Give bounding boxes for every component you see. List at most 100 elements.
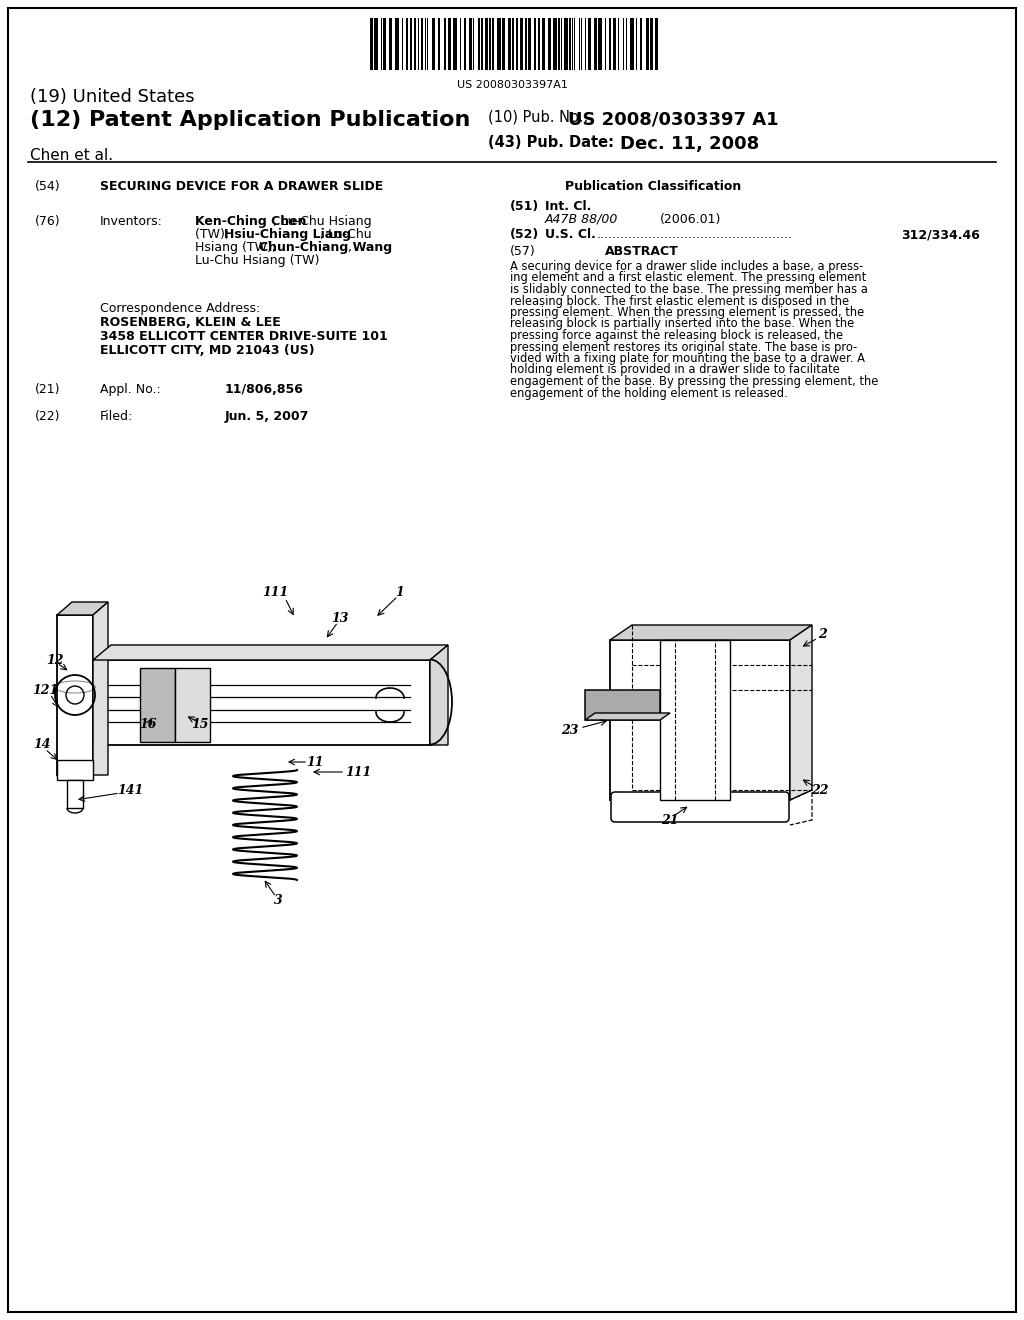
Text: (52): (52) (510, 228, 540, 242)
Bar (401, 18, 403, 70)
Bar (407, 18, 409, 70)
FancyBboxPatch shape (611, 792, 790, 822)
Text: 1: 1 (395, 586, 404, 598)
Bar (605, 18, 606, 70)
Text: SECURING DEVICE FOR A DRAWER SLIDE: SECURING DEVICE FOR A DRAWER SLIDE (100, 180, 383, 193)
Text: Int. Cl.: Int. Cl. (545, 201, 592, 213)
Bar (631, 18, 634, 70)
Bar (654, 18, 657, 70)
Text: engagement of the base. By pressing the pressing element, the: engagement of the base. By pressing the … (510, 375, 879, 388)
Text: 12: 12 (46, 653, 63, 667)
Bar (636, 18, 637, 70)
Bar (492, 18, 495, 70)
Polygon shape (57, 760, 93, 780)
Bar (381, 18, 382, 70)
Polygon shape (93, 645, 449, 660)
Text: Chun-Chiang Wang: Chun-Chiang Wang (259, 242, 392, 253)
Text: (2006.01): (2006.01) (660, 213, 721, 226)
Bar (594, 18, 597, 70)
Text: engagement of the holding element is released.: engagement of the holding element is rel… (510, 387, 787, 400)
Text: (51): (51) (510, 201, 540, 213)
Bar (383, 18, 386, 70)
Bar (609, 18, 610, 70)
Bar (488, 18, 490, 70)
Bar (175, 668, 210, 742)
Text: ELLICOTT CITY, MD 21043 (US): ELLICOTT CITY, MD 21043 (US) (100, 345, 314, 356)
Bar (585, 690, 660, 719)
Bar (410, 18, 412, 70)
Text: Ken-Ching Chen: Ken-Ching Chen (195, 215, 306, 228)
Text: 2: 2 (817, 628, 826, 642)
Bar (564, 18, 567, 70)
Bar (512, 18, 514, 70)
Bar (502, 18, 505, 70)
Text: A47B 88/00: A47B 88/00 (545, 213, 618, 226)
Text: 11: 11 (306, 755, 324, 768)
Polygon shape (790, 624, 812, 800)
Text: U.S. Cl.: U.S. Cl. (545, 228, 596, 242)
Bar (469, 18, 472, 70)
Text: ROSENBERG, KLEIN & LEE: ROSENBERG, KLEIN & LEE (100, 315, 281, 329)
Bar (581, 18, 582, 70)
Bar (431, 18, 435, 70)
Text: Chen et al.: Chen et al. (30, 148, 113, 162)
Bar (561, 18, 562, 70)
Text: 3: 3 (273, 894, 283, 907)
Polygon shape (67, 780, 83, 808)
Text: (TW);: (TW); (195, 228, 233, 242)
Text: vided with a fixing plate for mounting the base to a drawer. A: vided with a fixing plate for mounting t… (510, 352, 865, 366)
Text: 141: 141 (117, 784, 143, 796)
Polygon shape (610, 624, 812, 640)
Bar (516, 18, 518, 70)
Bar (370, 18, 374, 70)
Text: releasing block is partially inserted into the base. When the: releasing block is partially inserted in… (510, 318, 854, 330)
Bar (395, 18, 398, 70)
Bar (414, 18, 416, 70)
Text: ABSTRACT: ABSTRACT (605, 246, 679, 257)
Polygon shape (430, 645, 449, 744)
Text: (43) Pub. Date:: (43) Pub. Date: (488, 135, 614, 150)
Bar (485, 18, 487, 70)
Bar (646, 18, 649, 70)
Bar (447, 18, 452, 70)
Bar (586, 18, 587, 70)
Bar (438, 18, 440, 70)
Bar (389, 18, 392, 70)
Text: holding element is provided in a drawer slide to facilitate: holding element is provided in a drawer … (510, 363, 840, 376)
Text: 11/806,856: 11/806,856 (225, 383, 304, 396)
Bar (454, 18, 457, 70)
Text: Dec. 11, 2008: Dec. 11, 2008 (620, 135, 759, 153)
Bar (525, 18, 527, 70)
Text: ,: , (348, 242, 352, 253)
Bar (598, 18, 602, 70)
Text: releasing block. The first elastic element is disposed in the: releasing block. The first elastic eleme… (510, 294, 849, 308)
Bar (548, 18, 551, 70)
Polygon shape (57, 615, 93, 775)
Text: pressing element restores its original state. The base is pro-: pressing element restores its original s… (510, 341, 857, 354)
Bar (610, 640, 790, 800)
Text: .................................................: ........................................… (597, 228, 793, 242)
Bar (574, 18, 575, 70)
Text: US 20080303397A1: US 20080303397A1 (457, 81, 567, 90)
Bar (481, 18, 483, 70)
Text: 14: 14 (33, 738, 51, 751)
Bar (660, 640, 730, 800)
Bar (640, 18, 642, 70)
Text: (12) Patent Application Publication: (12) Patent Application Publication (30, 110, 470, 129)
Bar (93, 660, 430, 744)
Bar (421, 18, 423, 70)
Text: (54): (54) (35, 180, 60, 193)
Text: , Lu-Chu Hsiang: , Lu-Chu Hsiang (273, 215, 372, 228)
Polygon shape (93, 602, 108, 775)
Bar (140, 668, 175, 742)
Text: ing element and a first elastic element. The pressing element: ing element and a first elastic element.… (510, 272, 866, 285)
Bar (618, 18, 620, 70)
Polygon shape (57, 602, 108, 615)
Text: 111: 111 (345, 766, 371, 779)
Bar (553, 18, 557, 70)
Bar (427, 18, 428, 70)
Text: , Lu-Chu: , Lu-Chu (319, 228, 372, 242)
Bar (465, 18, 466, 70)
Text: (21): (21) (35, 383, 60, 396)
Text: Publication Classification: Publication Classification (565, 180, 741, 193)
